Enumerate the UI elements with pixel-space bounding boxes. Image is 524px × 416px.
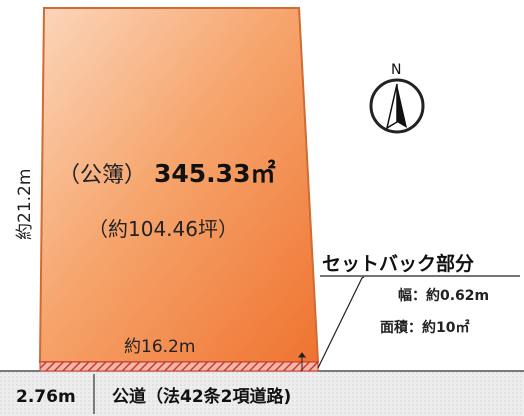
north-arrow-icon [369, 78, 425, 134]
area-label: （公簿） [58, 163, 146, 188]
north-label: N [391, 62, 401, 78]
road-name-label: 公道（法42条2項道路) [112, 386, 291, 407]
tsubo-label: （約104.46坪） [88, 217, 238, 241]
road-width-label: 2.76m [16, 387, 76, 407]
setback-leader-line [317, 276, 365, 369]
frontage-label: 約16.2m [124, 337, 195, 357]
setback-title: セットバック部分 [322, 252, 474, 275]
road-strip [0, 370, 524, 416]
setback-width-label: 幅：約0.62m [398, 287, 489, 304]
depth-label: 約21.2m [15, 169, 35, 240]
setback-width-arrow [298, 352, 306, 371]
setback-area-label: 面積：約10㎡ [380, 319, 469, 336]
area-value: 345.33㎡ [154, 159, 275, 188]
setback-strip [39, 361, 319, 372]
